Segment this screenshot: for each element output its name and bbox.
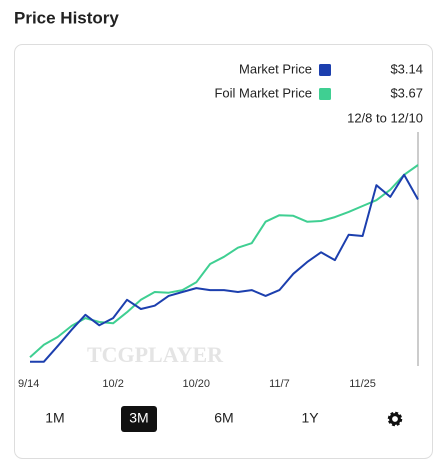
x-tick-label: 10/2 [102,378,123,390]
range-button-label: 1Y [301,410,319,426]
settings-button[interactable] [387,411,403,427]
x-tick-label: 11/25 [349,378,376,390]
gear-ring [389,413,401,425]
date-range: 12/8 to 12/10 [347,110,423,125]
chart-title: Price History [14,8,119,27]
range-button[interactable]: 6M [214,410,233,426]
x-tick-label: 9/14 [18,378,39,390]
range-button-label: 6M [214,410,233,426]
range-button-bg [121,406,157,432]
x-tick-label: 11/7 [269,378,290,390]
series-line [30,173,419,363]
legend-label: Foil Market Price [214,85,312,100]
legend-value: $3.14 [390,61,423,76]
x-tick-label: 10/20 [183,378,211,390]
legend-label: Market Price [239,61,312,76]
watermark: TCGPLAYER [87,342,224,367]
range-button[interactable]: 1M [45,410,64,426]
legend-swatch [319,88,331,100]
range-button-label: 3M [129,410,148,426]
legend-swatch [319,64,331,76]
range-button[interactable]: 3M [121,406,157,432]
card [14,44,433,459]
legend-value: $3.67 [390,85,423,100]
range-button-label: 1M [45,410,64,426]
range-button[interactable]: 1Y [301,410,319,426]
